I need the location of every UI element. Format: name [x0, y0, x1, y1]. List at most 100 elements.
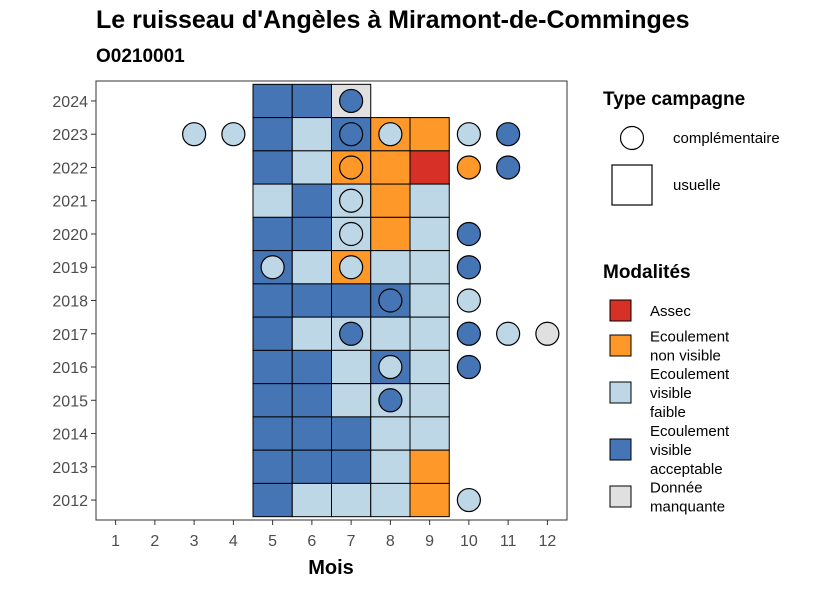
tile-2013-6 [291, 449, 332, 484]
tile-2018-5 [252, 283, 293, 318]
tile-2022-6 [291, 150, 332, 185]
usuelle-tiles [252, 83, 450, 518]
tile-2024-5 [252, 83, 293, 119]
legend-campagne-title: Type campagne [603, 89, 745, 110]
y-tick-label: 2013 [52, 460, 88, 477]
x-tick-label: 12 [538, 533, 556, 550]
y-tick-label: 2022 [52, 160, 88, 177]
point-2020-7 [339, 221, 364, 247]
legend-square-key [611, 164, 653, 206]
tile-2019-6 [291, 250, 332, 285]
tile-2013-8 [370, 449, 411, 484]
chart-title: Le ruisseau d'Angèles à Miramont-de-Comm… [96, 6, 690, 34]
point-2018-10 [456, 288, 481, 313]
tile-2017-8 [370, 316, 411, 351]
y-tick-label: 2024 [52, 94, 88, 111]
tile-2021-8 [370, 183, 411, 218]
x-tick-label: 6 [307, 533, 316, 550]
tile-2015-7 [331, 383, 372, 418]
legend-campagne-label: usuelle [673, 177, 721, 194]
x-tick-label: 8 [386, 533, 395, 550]
x-axis-label: Mois [308, 557, 354, 579]
point-2017-7 [339, 321, 364, 346]
point-2022-11 [496, 155, 521, 180]
axes: 1 2 3 4 5 6 7 8 9 10 11 122024202320222021202020192… [52, 94, 556, 550]
point-2023-11 [496, 122, 521, 147]
tile-2013-9 [409, 449, 450, 484]
tile-2022-8 [370, 150, 411, 185]
x-tick-label: 7 [347, 533, 356, 550]
point-2024-7 [339, 88, 364, 114]
point-2022-10 [456, 155, 481, 180]
point-2023-3 [182, 122, 207, 147]
y-tick-label: 2021 [52, 194, 88, 211]
tile-2012-7 [331, 482, 372, 518]
tile-2023-9 [409, 117, 450, 152]
tile-2014-5 [252, 416, 293, 451]
tile-2016-7 [331, 349, 372, 385]
x-tick-label: 5 [268, 533, 277, 550]
chart-subtitle: O0210001 [96, 46, 185, 67]
legend-label-nonvis: Ecoulement non visible [650, 329, 730, 365]
legend-label-manq: Donnée manquante [650, 480, 725, 516]
point-2021-7 [339, 188, 364, 213]
tile-2021-6 [291, 183, 332, 218]
point-2017-10 [456, 321, 481, 346]
x-tick-label: 9 [425, 533, 434, 550]
tile-2022-5 [252, 150, 293, 185]
point-2017-12 [535, 321, 560, 346]
tile-2014-6 [291, 416, 332, 451]
tile-2020-5 [252, 216, 293, 252]
tile-2021-9 [409, 183, 450, 218]
tile-2020-6 [291, 216, 332, 252]
tile-2016-9 [409, 349, 450, 385]
point-2023-8 [378, 122, 403, 147]
tile-2018-7 [331, 283, 372, 318]
complementaire-points [182, 88, 560, 513]
tile-2019-8 [370, 250, 411, 285]
tile-2015-9 [409, 383, 450, 418]
legend-label-accept: Ecoulement visible acceptable [650, 423, 730, 478]
legend-label-faible: Ecoulement visible faible [650, 366, 730, 421]
tile-2012-6 [291, 482, 332, 518]
legend-modalites-title: Modalités [603, 262, 691, 283]
tile-2012-5 [252, 482, 293, 518]
x-tick-label: 3 [190, 533, 199, 550]
y-tick-label: 2015 [52, 393, 88, 410]
y-tick-label: 2020 [52, 227, 88, 244]
tile-2017-9 [409, 316, 450, 351]
point-2019-10 [456, 255, 481, 280]
legend-key-assec [609, 299, 632, 322]
point-2012-10 [456, 487, 481, 513]
point-2022-7 [339, 155, 364, 180]
y-tick-label: 2023 [52, 127, 88, 144]
tile-2016-6 [291, 349, 332, 385]
y-tick-label: 2018 [52, 294, 88, 311]
x-tick-label: 2 [150, 533, 159, 550]
point-2017-11 [496, 321, 521, 346]
tile-2022-9 [409, 150, 450, 185]
tile-2019-9 [409, 250, 450, 285]
legend-key-nonvis [609, 334, 632, 357]
tile-2012-9 [409, 482, 450, 518]
y-tick-label: 2014 [52, 427, 88, 444]
legend-key-accept [609, 438, 632, 461]
tile-2017-5 [252, 316, 293, 351]
x-tick-label: 11 [500, 533, 517, 550]
tile-2018-9 [409, 283, 450, 318]
x-tick-label: 4 [229, 533, 238, 550]
y-tick-label: 2016 [52, 360, 88, 377]
tile-2023-5 [252, 117, 293, 152]
x-tick-label: 1 [111, 533, 120, 550]
tile-2013-7 [331, 449, 372, 484]
point-2015-8 [378, 388, 403, 413]
point-2020-10 [456, 221, 481, 247]
point-2016-10 [456, 354, 481, 380]
legend-label-assec: Assec [650, 303, 691, 320]
tile-2013-5 [252, 449, 293, 484]
tile-2024-6 [291, 83, 332, 119]
y-tick-label: 2017 [52, 327, 88, 344]
tile-2017-6 [291, 316, 332, 351]
